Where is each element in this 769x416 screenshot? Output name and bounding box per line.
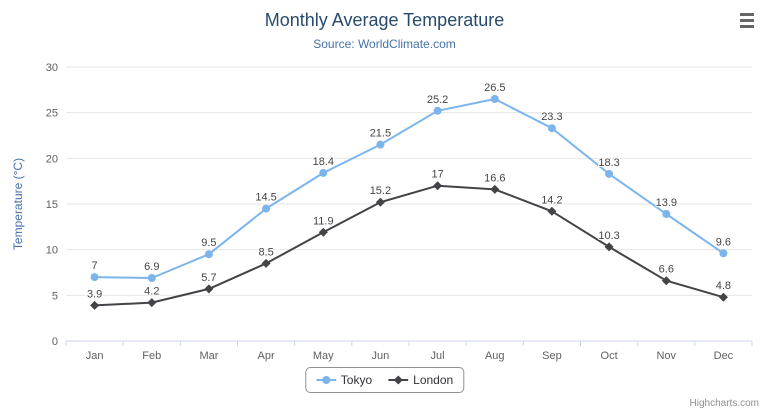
data-point-tokyo[interactable]	[662, 210, 671, 218]
data-label-tokyo: 26.5	[484, 82, 505, 94]
y-axis-tick-label: 20	[46, 153, 58, 165]
data-point-tokyo[interactable]	[319, 168, 328, 177]
data-point-london[interactable]	[547, 206, 557, 216]
y-axis-tick-label: 0	[52, 336, 58, 348]
tokyo-series-marker-icon	[315, 376, 336, 384]
data-point-london[interactable]	[147, 298, 157, 308]
data-point-tokyo[interactable]	[262, 204, 271, 213]
data-label-tokyo: 25.2	[427, 94, 448, 106]
legend: Tokyo London	[304, 367, 465, 393]
data-label-tokyo: 9.6	[716, 236, 731, 248]
x-axis-category-label: Sep	[542, 350, 562, 362]
chart-title: Monthly Average Temperature	[264, 10, 505, 30]
hamburger-icon	[740, 24, 754, 28]
data-label-london: 16.6	[484, 172, 505, 184]
data-point-london[interactable]	[204, 284, 214, 294]
data-point-tokyo[interactable]	[490, 95, 499, 103]
data-point-london[interactable]	[490, 184, 500, 194]
data-label-london: 3.9	[87, 288, 102, 300]
y-axis-tick-label: 15	[46, 199, 58, 211]
legend-item-london[interactable]: London	[388, 373, 453, 387]
data-point-london[interactable]	[604, 242, 614, 252]
context-menu-button[interactable]	[735, 9, 759, 31]
data-point-tokyo[interactable]	[204, 250, 213, 259]
x-axis-category-label: Oct	[601, 350, 618, 362]
data-point-tokyo[interactable]	[147, 274, 156, 282]
x-axis-category-label: Dec	[714, 350, 734, 362]
data-point-tokyo[interactable]	[90, 273, 99, 282]
data-point-london[interactable]	[318, 227, 328, 237]
data-label-london: 4.2	[144, 286, 159, 298]
hamburger-icon	[740, 12, 754, 16]
data-point-tokyo[interactable]	[719, 249, 728, 258]
data-point-london[interactable]	[90, 300, 100, 310]
y-axis-tick-label: 5	[52, 290, 58, 302]
data-label-tokyo: 6.9	[144, 261, 159, 273]
data-label-tokyo: 13.9	[656, 197, 677, 209]
x-axis-category-label: May	[313, 350, 334, 362]
legend-label: Tokyo	[340, 373, 373, 387]
data-point-london[interactable]	[375, 197, 385, 207]
data-label-london: 4.8	[716, 280, 731, 292]
data-label-tokyo: 18.4	[313, 156, 334, 168]
x-axis-category-label: Nov	[656, 350, 676, 362]
data-label-tokyo: 18.3	[598, 157, 619, 169]
data-label-tokyo: 7	[92, 260, 98, 272]
series-line-tokyo	[94, 98, 724, 279]
data-label-london: 14.2	[541, 194, 562, 206]
x-axis-category-label: Jun	[372, 350, 390, 362]
data-point-tokyo[interactable]	[605, 169, 614, 178]
data-point-tokyo[interactable]	[433, 106, 442, 115]
x-axis-category-label: Feb	[142, 350, 161, 362]
data-label-tokyo: 21.5	[370, 128, 391, 140]
data-point-tokyo[interactable]	[376, 140, 385, 149]
data-label-london: 15.2	[370, 185, 391, 197]
data-point-london[interactable]	[661, 276, 671, 286]
data-point-tokyo[interactable]	[547, 124, 556, 133]
hamburger-icon	[740, 18, 754, 22]
x-axis-category-label: Jul	[431, 350, 445, 362]
chart-subtitle: Source: WorldClimate.com	[313, 37, 456, 51]
data-point-london[interactable]	[261, 258, 271, 268]
data-label-london: 17	[431, 169, 443, 181]
y-axis-tick-label: 10	[46, 245, 58, 257]
y-axis-title: Temperature (°C)	[11, 158, 25, 250]
x-axis-category-label: Aug	[485, 350, 505, 362]
data-label-london: 6.6	[659, 264, 674, 276]
data-label-tokyo: 9.5	[201, 237, 216, 249]
data-label-london: 11.9	[313, 215, 334, 227]
y-axis-tick-label: 30	[46, 62, 58, 74]
data-point-london[interactable]	[433, 181, 443, 191]
data-label-london: 10.3	[598, 230, 619, 242]
credits-link[interactable]: Highcharts.com	[689, 398, 759, 409]
y-axis-tick-label: 25	[46, 108, 58, 120]
data-point-london[interactable]	[718, 292, 728, 302]
series-line-london	[94, 184, 724, 307]
data-label-tokyo: 23.3	[541, 111, 562, 123]
x-axis-category-label: Apr	[258, 350, 275, 362]
x-axis-category-label: Mar	[199, 350, 218, 362]
london-series-marker-icon	[388, 375, 409, 385]
legend-item-tokyo[interactable]: Tokyo	[315, 373, 373, 387]
data-label-tokyo: 14.5	[255, 192, 276, 204]
data-label-london: 8.5	[258, 246, 273, 258]
x-axis-category-label: Jan	[86, 350, 104, 362]
data-label-london: 5.7	[201, 272, 216, 284]
legend-label: London	[413, 373, 454, 387]
